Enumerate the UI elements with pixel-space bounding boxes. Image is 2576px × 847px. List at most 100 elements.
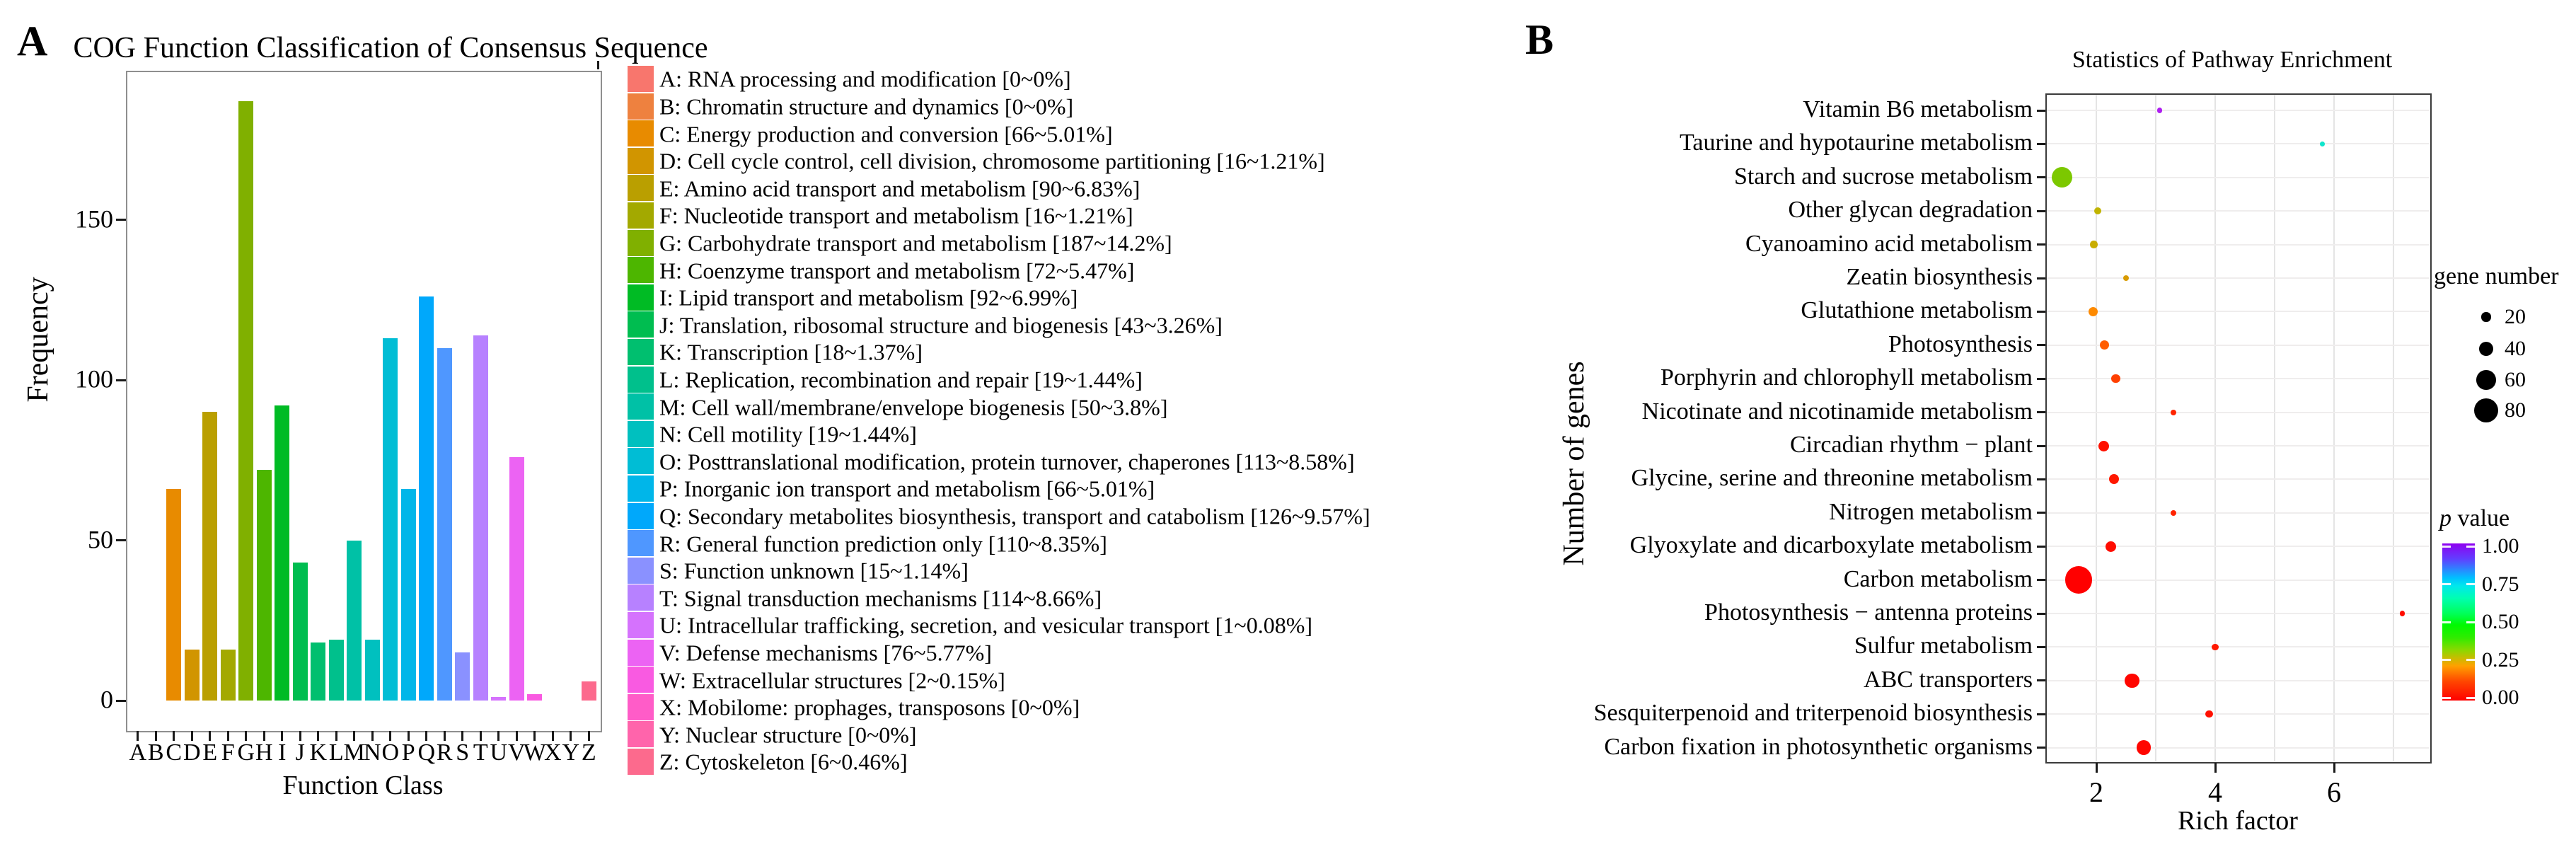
cog-legend-swatch [628,749,654,776]
cog-legend-label: Y: Nuclear structure [0~0%] [659,722,917,748]
bar [509,456,524,701]
cog-legend-label: X: Mobilome: prophages, transposons [0~0… [659,694,1080,720]
cog-legend-swatch [628,339,654,366]
cog-legend-swatch [628,175,654,202]
panel-a-xtick-letter: L [328,739,344,766]
gene-number-legend-dot [2476,370,2496,390]
panel-a-ytick-label: 0 [100,685,113,714]
panel-b-xtick-label: 2 [2089,776,2103,808]
panel-b-hgridline [2047,579,2430,581]
cog-legend-label: F: Nucleotide transport and metabolism [… [659,202,1133,229]
panel-b-ytick-mark [2037,344,2045,347]
cog-legend-label: E: Amino acid transport and metabolism [… [659,175,1140,202]
panel-a-xtick-mark [281,731,284,741]
cog-legend-label: U: Intracellular trafficking, secretion,… [659,612,1313,638]
gene-number-legend-value: 80 [2505,398,2526,422]
bubble [2205,710,2213,718]
panel-b-hgridline [2047,210,2430,212]
bar [473,335,488,701]
panel-b-y-axis-label: Number of genes [1558,361,1590,566]
panel-a-xtick-letter: R [436,739,453,766]
pathway-label: Other glycan degradation [1788,197,2033,224]
pathway-label: Photosynthesis [1888,331,2033,358]
p-value-colorbar-label: 0.75 [2482,572,2519,596]
pathway-label: Carbon fixation in photosynthetic organi… [1604,733,2033,760]
gene-number-legend-value: 40 [2505,337,2526,360]
panel-b-ytick-mark [2037,612,2045,615]
panel-b-ytick-mark [2037,176,2045,179]
cog-legend-swatch [628,311,654,338]
panel-b-vgridline [2393,95,2394,761]
bubble [2051,167,2072,188]
panel-a-xtick-letter: J [295,739,305,766]
cog-legend-label: P: Inorganic ion transport and metabolis… [659,476,1155,502]
panel-a-ytick-mark [116,539,126,541]
p-value-colorbar-tick [2466,583,2475,585]
panel-a-xtick-letter: V [507,739,526,766]
bar [400,489,416,701]
panel-a-plot-area [126,71,602,732]
panel-b-xtick-mark [2333,763,2335,773]
p-value-colorbar-label: 0.50 [2482,610,2519,633]
bar [419,296,434,701]
cog-legend-swatch [628,476,654,502]
bar [238,100,254,701]
cog-legend-swatch [628,448,654,475]
panel-b-xtick-label: 6 [2327,776,2341,808]
cog-legend-label: S: Function unknown [15~1.14%] [659,558,969,584]
panel-a-xtick-mark [299,731,301,741]
panel-a-ytick-label: 100 [75,364,113,393]
panel-a-label: A [17,18,48,64]
pathway-label: Porphyrin and chlorophyll metabolism [1660,364,2033,391]
panel-a-xtick-mark [245,731,248,741]
bubble [2109,474,2120,485]
panel-a-xtick-mark [353,731,356,741]
cog-legend-label: J: Translation, ribosomal structure and … [659,312,1223,338]
panel-a-stray-tick [597,61,599,69]
cog-legend-swatch [628,229,654,256]
bubble [2400,611,2405,616]
panel-a-xtick-mark [371,731,374,741]
cog-legend-label: R: General function prediction only [110… [659,531,1107,556]
panel-b-ytick-mark [2037,209,2045,212]
bar [437,347,452,701]
panel-b-ytick-mark [2037,679,2045,682]
panel-a-xtick-letter: F [221,739,235,766]
gene-number-legend-title: gene number [2434,263,2559,289]
bar [527,693,543,701]
panel-b-hgridline [2047,713,2430,715]
panel-b-ytick-mark [2037,645,2045,648]
p-value-colorbar-tick [2442,545,2451,548]
panel-a-xtick-letter: E [202,739,218,766]
gene-number-legend-dot [2478,341,2494,357]
pathway-label: Photosynthesis − antenna proteins [1704,599,2033,626]
bar [347,540,362,701]
bar [328,639,344,701]
bubble [2090,241,2098,248]
panel-b-ytick-mark [2037,512,2045,514]
panel-a-xtick-letter: N [363,739,381,766]
panel-a-xtick-letter: G [237,739,255,766]
panel-b-hgridline [2047,110,2430,111]
bubble [2105,541,2116,552]
cog-legend-swatch [628,502,654,529]
panel-b-vgridline [2155,95,2156,761]
panel-a-ytick-label: 50 [88,524,113,553]
bar [202,412,218,701]
panel-b-ytick-mark [2037,142,2045,145]
cog-legend-label: B: Chromatin structure and dynamics [0~0… [659,93,1074,120]
panel-b-plot-area [2045,93,2432,764]
pathway-label: Vitamin B6 metabolism [1803,96,2033,123]
p-value-colorbar-tick [2442,659,2451,661]
cog-legend-label: I: Lipid transport and metabolism [92~6.… [659,284,1078,311]
bubble [2171,409,2177,415]
panel-a-xtick-letter: C [166,739,183,766]
panel-a-title: COG Function Classification of Consensus… [73,32,708,64]
panel-b-ytick-mark [2037,713,2045,715]
panel-a-xtick-letter: H [255,739,273,766]
pathway-label: Circadian rhythm − plant [1789,432,2033,459]
bubble [2125,673,2139,688]
cog-legend-swatch [628,93,654,120]
p-value-colorbar-label: 1.00 [2482,534,2519,558]
panel-a-ytick-mark [116,699,126,702]
